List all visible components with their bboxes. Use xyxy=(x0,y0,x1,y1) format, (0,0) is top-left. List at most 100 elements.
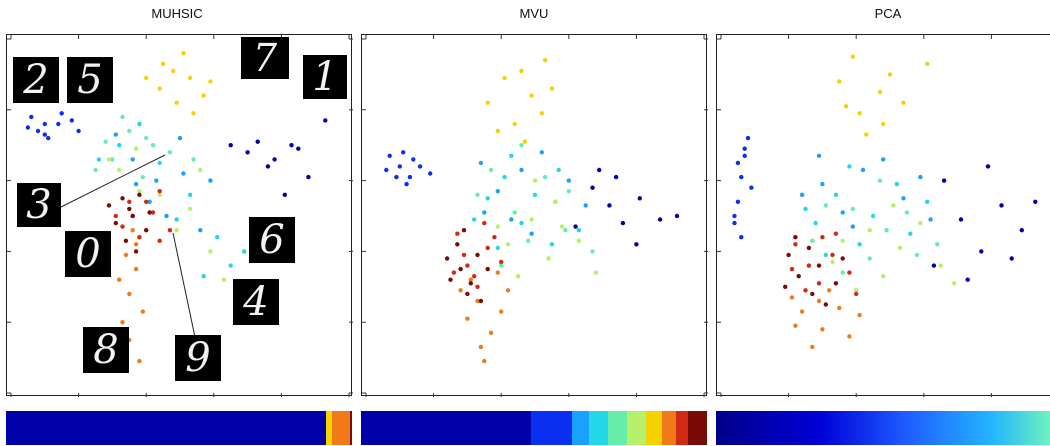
scatter-point-class-2 xyxy=(566,178,571,183)
scatter-point-class-5 xyxy=(157,192,162,197)
scatter-point-class-2 xyxy=(539,150,544,155)
scatter-point-class-0 xyxy=(255,139,260,144)
scatter-point-class-9 xyxy=(478,298,484,304)
scatter-point-class-0 xyxy=(958,217,964,222)
scatter-point-class-9 xyxy=(461,228,467,233)
scatter-point-class-4 xyxy=(140,174,145,180)
scatter-point-class-9 xyxy=(840,256,845,261)
colorbar-segment xyxy=(361,411,531,445)
scatter-point-class-1 xyxy=(735,199,741,204)
scatter-point-class-1 xyxy=(384,167,389,173)
scatter-point-class-8 xyxy=(492,235,497,240)
scatter-point-class-6 xyxy=(901,100,906,105)
scatter-point-class-7 xyxy=(847,334,852,339)
scatter-point-class-8 xyxy=(485,245,490,251)
scatter-point-class-3 xyxy=(908,231,913,236)
scatter-point-class-9 xyxy=(783,284,788,289)
scatter-point-class-1 xyxy=(749,185,754,190)
scatter-point-class-4 xyxy=(475,192,480,197)
scatter-point-class-7 xyxy=(810,344,815,350)
scatter-point-class-6 xyxy=(857,111,862,116)
scatter-point-class-5 xyxy=(495,224,500,229)
scatter-point-class-4 xyxy=(566,189,571,194)
scatter-point-class-9 xyxy=(823,302,828,307)
scatter-point-class-5 xyxy=(174,228,179,233)
digit-thumbnail-5: 5 xyxy=(67,57,113,103)
scatter-point-class-7 xyxy=(793,323,798,328)
scatter-point-class-7 xyxy=(475,298,480,304)
scatter-point-class-2 xyxy=(901,196,906,201)
scatter-point-class-4 xyxy=(488,167,494,173)
scatter-point-class-3 xyxy=(813,220,818,226)
colorbar-segment xyxy=(675,411,688,445)
scatter-point-class-1 xyxy=(407,174,413,180)
colorbar-segment xyxy=(589,411,609,445)
scatter-point-class-3 xyxy=(485,196,490,201)
scatter-point-class-8 xyxy=(789,266,795,272)
scatter-point-class-0 xyxy=(931,263,937,268)
colorbar-segment xyxy=(6,411,327,445)
scatter-point-class-8 xyxy=(820,235,825,240)
scatter-point-class-7 xyxy=(478,344,484,350)
scatter-point-class-5 xyxy=(559,224,565,229)
scatter-point-class-6 xyxy=(925,61,930,66)
scatter-point-class-1 xyxy=(25,125,31,130)
digit-thumbnail-6: 6 xyxy=(249,217,295,263)
scatter-point-class-7 xyxy=(468,277,473,282)
scatter-point-class-0 xyxy=(985,164,991,169)
colorbar-segment xyxy=(332,411,350,445)
colorbar-segment xyxy=(326,411,333,445)
scatter-point-class-4 xyxy=(884,228,889,233)
scatter-point-class-2 xyxy=(840,210,845,215)
scatter-point-class-6 xyxy=(837,79,842,84)
scatter-point-class-7 xyxy=(799,309,805,314)
scatter-point-class-2 xyxy=(799,192,805,197)
scatter-point-class-2 xyxy=(164,213,169,219)
scatter-point-class-0 xyxy=(979,249,984,254)
scatter-point-class-1 xyxy=(394,174,399,180)
scatter-point-class-0 xyxy=(607,203,612,208)
annotation-leader-line xyxy=(60,154,166,208)
colorbar-segment xyxy=(608,411,628,445)
scatter-point-class-2 xyxy=(509,217,514,222)
scatter-point-class-8 xyxy=(472,274,477,279)
scatter-point-class-9 xyxy=(485,266,490,272)
scatter-point-class-0 xyxy=(941,178,947,183)
scatter-point-class-0 xyxy=(613,174,619,180)
scatter-point-class-6 xyxy=(512,121,517,127)
scatter-point-class-4 xyxy=(935,242,940,247)
pca-scatter-plot xyxy=(716,34,1050,397)
scatter-point-class-6 xyxy=(191,111,196,116)
scatter-point-class-0 xyxy=(306,174,311,180)
scatter-point-class-7 xyxy=(120,320,125,325)
scatter-point-class-8 xyxy=(157,238,162,243)
scatter-point-class-6 xyxy=(171,68,176,74)
scatter-point-class-0 xyxy=(999,203,1004,208)
scatter-point-class-3 xyxy=(857,242,862,247)
scatter-point-class-8 xyxy=(793,242,798,247)
scatter-point-class-8 xyxy=(816,281,822,286)
scatter-point-class-5 xyxy=(208,249,213,254)
scatter-point-class-7 xyxy=(140,309,145,314)
scatter-point-class-1 xyxy=(42,132,47,137)
scatter-point-class-8 xyxy=(455,231,460,236)
scatter-point-class-4 xyxy=(93,167,98,173)
scatter-point-class-7 xyxy=(123,252,129,258)
scatter-point-class-9 xyxy=(455,242,460,247)
scatter-point-class-0 xyxy=(265,164,271,169)
scatter-point-class-2 xyxy=(130,157,135,162)
scatter-point-class-1 xyxy=(35,128,41,134)
digit-thumbnail-7: 7 xyxy=(241,37,289,79)
scatter-point-class-4 xyxy=(840,270,845,275)
scatter-point-class-3 xyxy=(823,252,828,258)
scatter-point-class-3 xyxy=(174,217,179,222)
scatter-point-class-8 xyxy=(475,284,480,289)
scatter-point-class-8 xyxy=(451,270,457,275)
colorbar-segment xyxy=(572,411,590,445)
scatter-point-class-0 xyxy=(620,220,626,226)
mvu-scatter-plot xyxy=(361,34,708,397)
scatter-point-class-2 xyxy=(198,228,203,233)
scatter-point-class-4 xyxy=(150,143,156,148)
scatter-point-class-3 xyxy=(228,263,233,268)
scatter-point-class-8 xyxy=(150,210,156,215)
